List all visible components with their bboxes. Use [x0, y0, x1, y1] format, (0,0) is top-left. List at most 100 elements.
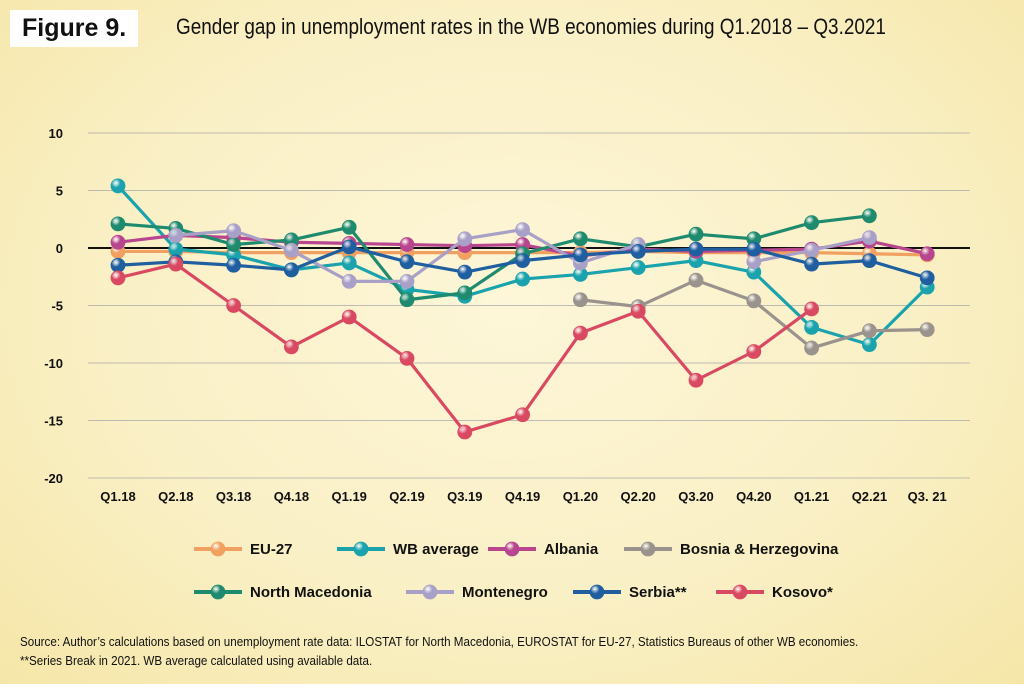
data-point	[341, 255, 357, 271]
source-line-2: **Series Break in 2021. WB average calcu…	[20, 654, 373, 668]
data-point	[283, 262, 299, 278]
data-point	[399, 237, 415, 252]
data-point	[341, 219, 357, 235]
data-point	[862, 337, 877, 353]
legend-label: Serbia**	[629, 584, 687, 601]
y-tick-label: 10	[49, 126, 63, 141]
legend-item: Serbia**	[573, 584, 687, 601]
data-point	[399, 350, 415, 366]
legend-label: EU-27	[250, 541, 293, 558]
legend-marker	[353, 541, 369, 557]
source-line-1: Source: Author’s calculations based on u…	[20, 635, 859, 649]
x-tick-label: Q1.20	[563, 489, 598, 504]
x-tick-label: Q4.19	[505, 489, 540, 504]
data-point	[515, 253, 530, 269]
data-point	[862, 230, 877, 246]
x-tick-label: Q4.20	[736, 489, 771, 504]
data-point	[110, 257, 126, 273]
data-point	[226, 298, 242, 313]
y-tick-label: -10	[44, 356, 63, 371]
data-point	[341, 309, 357, 325]
data-point	[862, 323, 877, 339]
legend-label: Montenegro	[462, 584, 548, 601]
legend-marker	[732, 584, 748, 600]
legend-marker	[210, 541, 226, 557]
data-point	[862, 253, 877, 269]
chart-legend: EU-27 WB average Albania Bosnia & Herzegovi…	[194, 541, 839, 601]
legend-item: Bosnia & Herzegovina	[624, 541, 839, 558]
data-point	[862, 208, 877, 224]
legend-marker	[589, 584, 605, 600]
data-point	[804, 256, 819, 272]
x-tick-label: Q3. 21	[908, 489, 947, 504]
data-point	[283, 339, 299, 355]
data-point	[341, 273, 357, 289]
legend-item: Montenegro	[406, 584, 548, 601]
data-point	[283, 242, 299, 258]
data-point	[688, 372, 704, 388]
data-point	[804, 319, 819, 335]
data-point	[399, 254, 415, 270]
chart-grid	[88, 132, 970, 479]
legend-label: Albania	[544, 541, 599, 558]
legend-label: Bosnia & Herzegovina	[680, 541, 839, 558]
y-tick-label: -5	[51, 299, 63, 314]
figure-title: Gender gap in unemployment rates in the …	[176, 14, 886, 39]
x-tick-label: Q2.18	[158, 489, 193, 504]
data-point	[746, 344, 762, 359]
data-point	[515, 271, 530, 287]
x-tick-label: Q2.21	[852, 489, 887, 504]
data-point	[515, 222, 530, 238]
data-point	[573, 292, 588, 308]
data-point	[630, 260, 646, 275]
data-point	[573, 231, 588, 247]
y-tick-label: -20	[44, 471, 63, 486]
data-point	[573, 325, 588, 341]
data-point	[688, 241, 704, 257]
series-kosovo	[110, 256, 819, 440]
data-point	[226, 257, 242, 273]
data-point	[457, 264, 473, 280]
legend-item: EU-27	[194, 541, 293, 558]
data-point	[341, 239, 357, 255]
data-point	[919, 246, 935, 262]
data-point	[746, 293, 762, 309]
legend-label: Kosovo*	[772, 584, 833, 601]
data-point	[919, 322, 935, 338]
data-point	[804, 340, 819, 356]
legend-label: North Macedonia	[250, 584, 372, 601]
data-point	[630, 244, 646, 259]
figure-header: Figure 9. Gender gap in unemployment rat…	[0, 0, 1024, 62]
legend-marker	[210, 584, 226, 600]
legend-item: Kosovo*	[716, 584, 833, 601]
data-point	[630, 303, 646, 319]
data-point	[746, 241, 762, 257]
data-point	[804, 242, 819, 258]
data-point	[515, 407, 530, 423]
data-point	[110, 178, 126, 194]
data-point	[226, 223, 242, 239]
data-point	[746, 254, 762, 270]
y-tick-label: 0	[56, 241, 63, 256]
source-note: Source: Author’s calculations based on u…	[20, 633, 1010, 671]
x-tick-label: Q3.18	[216, 489, 251, 504]
legend-item: WB average	[337, 541, 479, 558]
data-point	[573, 247, 588, 263]
data-point	[457, 424, 473, 440]
data-point	[457, 231, 473, 247]
data-point	[804, 301, 819, 317]
legend-item: North Macedonia	[194, 584, 372, 601]
data-point	[688, 226, 704, 242]
data-point	[399, 273, 415, 289]
data-point	[804, 215, 819, 231]
x-tick-label: Q2.20	[620, 489, 655, 504]
figure-label: Figure 9.	[10, 10, 139, 47]
x-tick-label: Q3.19	[447, 489, 482, 504]
data-point	[688, 272, 704, 288]
x-tick-label: Q2.19	[389, 489, 424, 504]
data-point	[110, 234, 126, 250]
series-north-macedonia	[110, 208, 877, 308]
y-tick-label: 5	[56, 184, 63, 199]
data-point	[919, 270, 935, 286]
